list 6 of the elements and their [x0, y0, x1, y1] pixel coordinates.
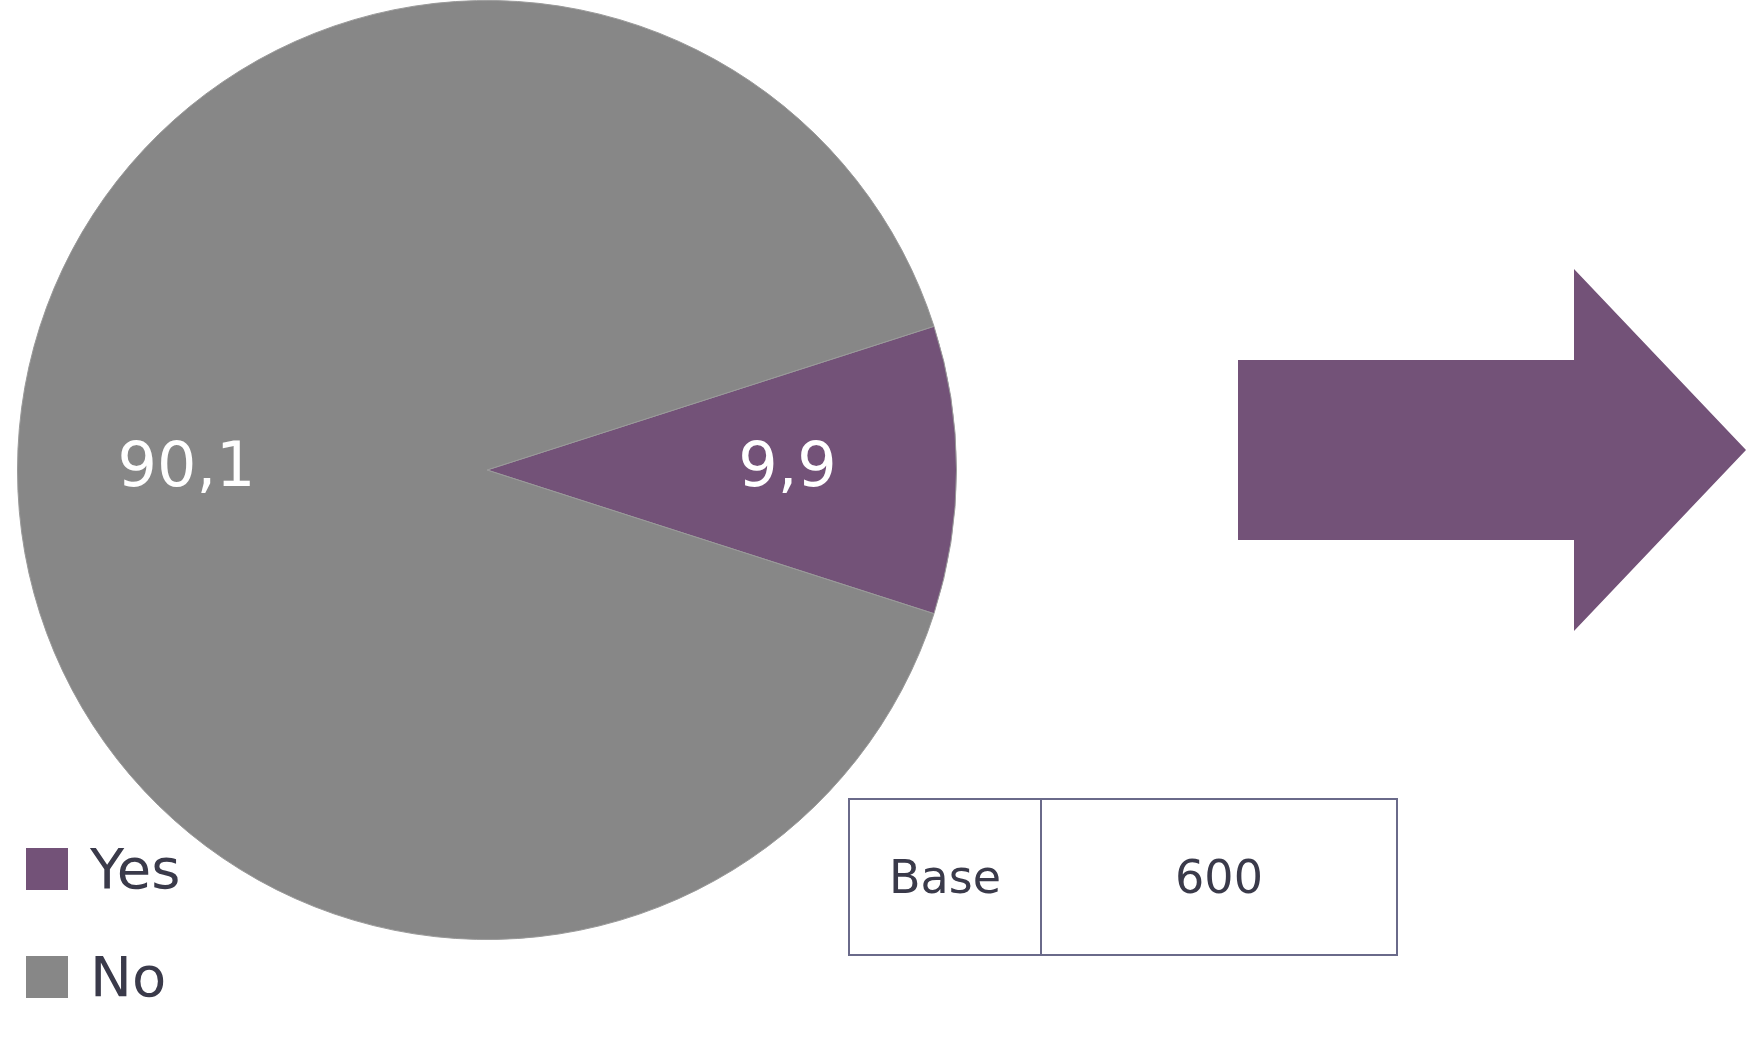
data-label: 9,9	[738, 428, 837, 502]
text: 600	[1041, 799, 1397, 955]
legend-label: No	[90, 943, 167, 1011]
legend-label: Yes	[90, 835, 181, 903]
text: Base	[849, 799, 1041, 955]
data-label: 90,1	[117, 428, 256, 502]
